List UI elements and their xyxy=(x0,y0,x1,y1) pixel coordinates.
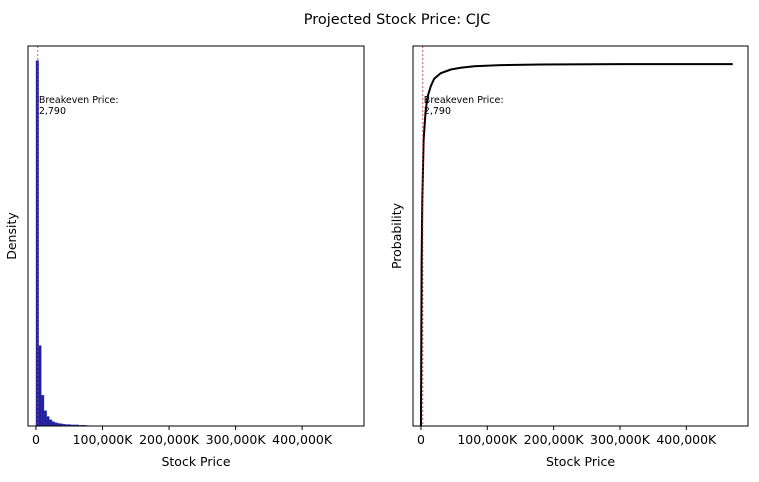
histogram-bar xyxy=(44,411,47,426)
histogram-bar xyxy=(49,420,52,426)
breakeven-label-left-value: 2,790 xyxy=(39,106,66,117)
figure-title: Projected Stock Price: CJC xyxy=(304,12,490,28)
cdf-x-axis-label: Stock Price xyxy=(546,454,615,469)
cdf-panel: Breakeven Price: 2,790 0 100,000K 200,000K… xyxy=(389,46,748,469)
x-tick-label: 300,000K xyxy=(206,432,267,447)
histogram-x-ticks: 0 100,000K 200,000K 300,000K 400,000K xyxy=(32,426,333,447)
x-tick-label: 400,000K xyxy=(656,432,717,447)
x-tick-label: 0 xyxy=(417,432,425,447)
x-tick-label: 200,000K xyxy=(524,432,585,447)
x-tick-label: 100,000K xyxy=(73,432,134,447)
breakeven-label-right: Breakeven Price: 2,790 xyxy=(424,95,507,117)
breakeven-label-left: Breakeven Price: 2,790 xyxy=(39,95,122,117)
x-tick-label: 100,000K xyxy=(457,432,518,447)
histogram-bar xyxy=(39,346,42,426)
histogram-bar xyxy=(41,395,44,426)
histogram-panel: Breakeven Price: 2,790 0 100,000K 200,000K… xyxy=(4,46,364,469)
x-tick-label: 300,000K xyxy=(590,432,651,447)
x-tick-label: 0 xyxy=(32,432,40,447)
x-tick-label: 200,000K xyxy=(139,432,200,447)
breakeven-label-right-value: 2,790 xyxy=(424,106,451,117)
breakeven-label-right-title: Breakeven Price: xyxy=(424,95,504,106)
histogram-bar xyxy=(52,422,55,426)
cdf-series-line xyxy=(421,64,733,426)
cdf-x-ticks: 0 100,000K 200,000K 300,000K 400,000K xyxy=(417,426,717,447)
cdf-y-axis-label: Probability xyxy=(389,202,404,269)
x-tick-label: 400,000K xyxy=(272,432,333,447)
histogram-x-axis-label: Stock Price xyxy=(161,454,230,469)
histogram-y-axis-label: Density xyxy=(4,212,19,260)
histogram-bar xyxy=(47,417,50,427)
breakeven-label-left-title: Breakeven Price: xyxy=(39,95,119,106)
